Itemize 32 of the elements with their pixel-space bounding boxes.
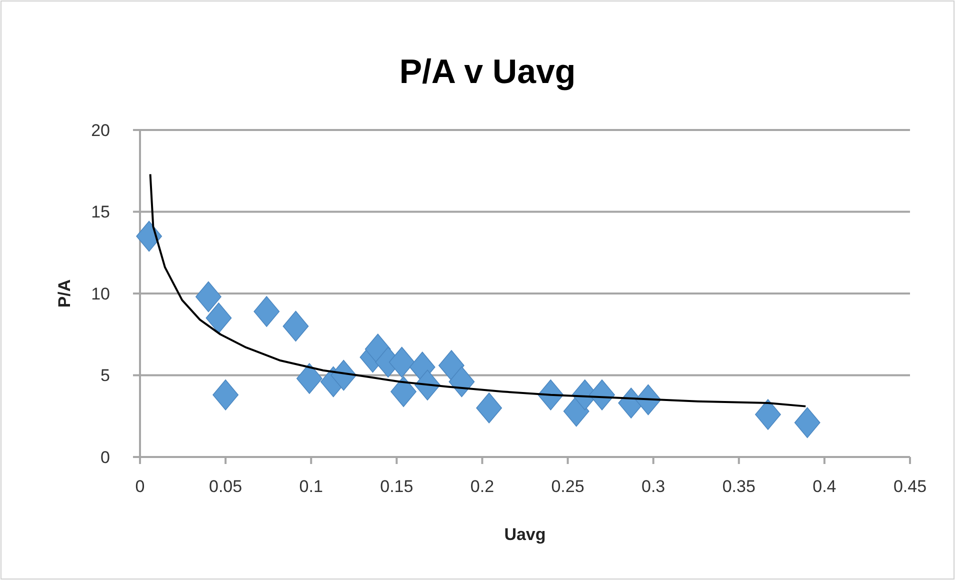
point [755, 399, 781, 430]
x-tick-label: 0.4 [812, 477, 836, 496]
point [196, 281, 222, 312]
x-tick-label: 0.25 [551, 477, 584, 496]
x-tick-label: 0.05 [209, 477, 242, 496]
point [476, 392, 502, 424]
point [438, 350, 464, 381]
y-axis-title: P/A [55, 279, 74, 308]
point [136, 220, 162, 252]
point [206, 302, 232, 334]
point [388, 346, 415, 378]
x-tick-label: 0.2 [470, 477, 494, 496]
x-tick-label: 0.15 [380, 477, 414, 496]
x-tick-label: 0.1 [299, 477, 323, 496]
point [448, 366, 475, 398]
y-tick-label: 0 [100, 448, 110, 467]
point [212, 380, 238, 410]
point [296, 363, 322, 394]
y-tick-label: 5 [100, 366, 110, 386]
x-axis-title: Uavg [504, 525, 546, 544]
point [390, 376, 416, 407]
chart-title: P/A v Uavg [399, 53, 576, 91]
y-tick-label: 10 [91, 284, 110, 304]
point [794, 407, 820, 438]
x-tick-label: 0.45 [893, 477, 927, 496]
point [254, 296, 280, 327]
y-tick-label: 20 [91, 120, 110, 140]
x-tick-label: 0.3 [642, 477, 666, 496]
x-tick-label: 0 [135, 477, 145, 496]
x-tick-label: 0.35 [722, 477, 756, 496]
y-tick-label: 15 [91, 202, 110, 222]
point [282, 310, 309, 342]
